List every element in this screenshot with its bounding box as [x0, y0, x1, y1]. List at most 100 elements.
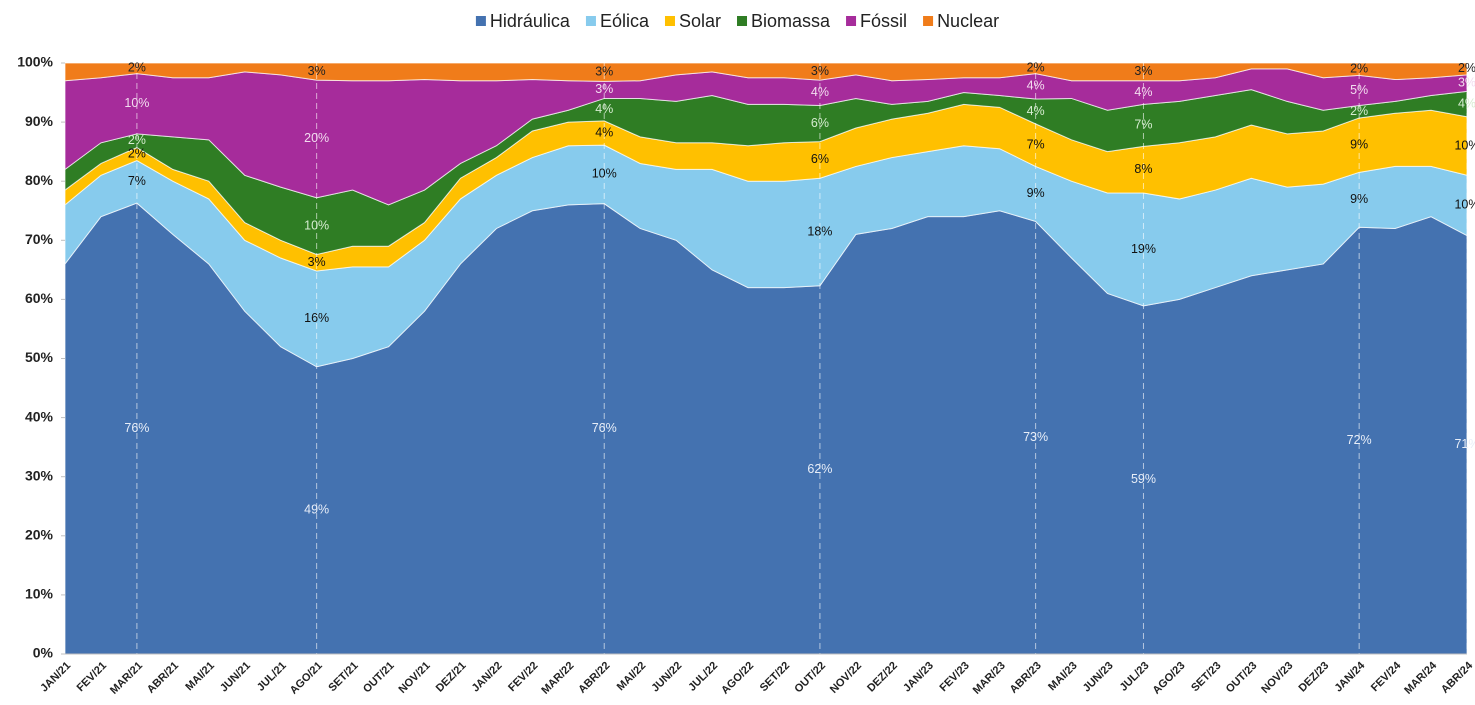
value-label: 10% — [304, 218, 329, 232]
legend-label: Nuclear — [937, 11, 999, 31]
legend-swatch — [846, 16, 857, 26]
x-tick-label: FEV/23 — [937, 660, 971, 694]
y-tick-label: 60% — [25, 290, 54, 306]
value-label: 49% — [304, 503, 329, 517]
x-tick-label: JAN/22 — [470, 660, 505, 695]
value-label: 76% — [124, 421, 149, 435]
x-tick-label: DEZ/22 — [865, 660, 900, 695]
legend-swatch — [585, 16, 596, 26]
x-tick-label: JAN/21 — [38, 660, 73, 695]
legend-label: Eólica — [600, 11, 650, 31]
value-label: 2% — [128, 146, 146, 160]
value-label: 72% — [1347, 433, 1372, 447]
value-label: 5% — [1350, 83, 1368, 97]
value-label: 62% — [807, 462, 832, 476]
x-tick-label: JAN/24 — [1332, 659, 1367, 694]
value-label: 9% — [1350, 137, 1368, 151]
value-label: 4% — [1458, 96, 1475, 110]
value-label: 9% — [1027, 186, 1045, 200]
value-label: 3% — [811, 64, 829, 78]
x-tick-label: MAR/23 — [971, 660, 1008, 697]
x-tick-label: JUN/22 — [649, 660, 684, 695]
value-label: 19% — [1131, 242, 1156, 256]
value-label: 73% — [1023, 430, 1048, 444]
value-label: 3% — [1134, 64, 1152, 78]
x-tick-label: OUT/23 — [1224, 660, 1260, 696]
x-tick-label: JUL/22 — [686, 660, 720, 694]
x-tick-label: DEZ/23 — [1297, 660, 1332, 695]
x-tick-label: MAI/22 — [615, 660, 649, 694]
x-tick-label: AGO/22 — [719, 660, 756, 697]
value-label: 3% — [308, 255, 326, 269]
x-tick-label: MAI/23 — [1046, 660, 1080, 694]
y-tick-label: 50% — [25, 349, 54, 365]
value-label: 18% — [807, 224, 832, 238]
y-tick-label: 70% — [25, 231, 54, 247]
x-tick-label: NOV/22 — [828, 660, 864, 696]
legend-label: Biomassa — [751, 11, 831, 31]
x-tick-label: MAR/24 — [1402, 659, 1440, 697]
value-label: 4% — [595, 102, 613, 116]
value-label: 59% — [1131, 472, 1156, 486]
x-tick-label: NOV/23 — [1259, 660, 1295, 696]
x-tick-label: FEV/22 — [506, 660, 540, 694]
x-tick-label: ABR/23 — [1008, 660, 1044, 696]
legend-swatch — [923, 16, 934, 26]
value-label: 3% — [1458, 75, 1475, 89]
value-label: 16% — [304, 311, 329, 325]
y-tick-label: 90% — [25, 113, 54, 129]
value-label: 7% — [128, 174, 146, 188]
value-label: 10% — [1454, 198, 1475, 212]
value-label: 3% — [308, 64, 326, 78]
value-label: 10% — [1454, 138, 1475, 152]
x-tick-label: AGO/23 — [1151, 660, 1188, 697]
x-tick-label: MAR/21 — [108, 660, 145, 697]
legend-swatch — [664, 16, 675, 26]
value-label: 71% — [1454, 437, 1475, 451]
y-tick-label: 80% — [25, 172, 54, 188]
value-label: 20% — [304, 131, 329, 145]
x-tick-label: ABR/24 — [1439, 659, 1475, 696]
legend-swatch — [737, 16, 748, 26]
x-tick-label: JUL/23 — [1118, 660, 1152, 694]
legend: Hidráulica Eólica Solar Biomassa Fóssil Nucle… — [475, 11, 999, 31]
value-label: 9% — [1350, 192, 1368, 206]
y-tick-label: 30% — [25, 467, 54, 483]
legend-swatch — [475, 16, 486, 26]
y-tick-label: 20% — [25, 527, 54, 543]
x-tick-label: ABR/22 — [576, 660, 612, 696]
value-label: 2% — [128, 133, 146, 147]
legend-label: Solar — [679, 11, 721, 31]
x-tick-label: AGO/21 — [288, 660, 325, 697]
value-label: 2% — [1350, 104, 1368, 118]
y-tick-label: 10% — [25, 586, 54, 602]
value-label: 4% — [1027, 79, 1045, 93]
value-label: 76% — [592, 421, 617, 435]
x-tick-label: JAN/23 — [901, 660, 936, 695]
legend-label: Hidráulica — [490, 11, 571, 31]
x-tick-label: NOV/21 — [397, 660, 433, 696]
value-label: 2% — [1027, 61, 1045, 75]
value-label: 4% — [811, 85, 829, 99]
value-label: 8% — [1134, 162, 1152, 176]
value-label: 2% — [1350, 62, 1368, 76]
x-tick-label: JUL/21 — [255, 660, 289, 694]
y-tick-label: 0% — [33, 645, 54, 661]
value-label: 2% — [1458, 61, 1475, 75]
value-label: 6% — [811, 116, 829, 130]
value-label: 10% — [124, 96, 149, 110]
x-tick-label: JUN/23 — [1081, 660, 1116, 695]
value-label: 3% — [595, 64, 613, 78]
y-tick-label: 40% — [25, 408, 54, 424]
x-tick-label: OUT/22 — [792, 660, 828, 696]
value-label: 2% — [128, 61, 146, 75]
value-label: 7% — [1027, 137, 1045, 151]
x-tick-label: SET/23 — [1189, 660, 1223, 694]
value-label: 4% — [1027, 104, 1045, 118]
x-tick-label: JUN/21 — [218, 660, 253, 695]
y-tick-label: 100% — [17, 54, 53, 70]
x-tick-label: DEZ/21 — [434, 660, 469, 695]
value-label: 6% — [811, 152, 829, 166]
value-label: 4% — [595, 125, 613, 139]
